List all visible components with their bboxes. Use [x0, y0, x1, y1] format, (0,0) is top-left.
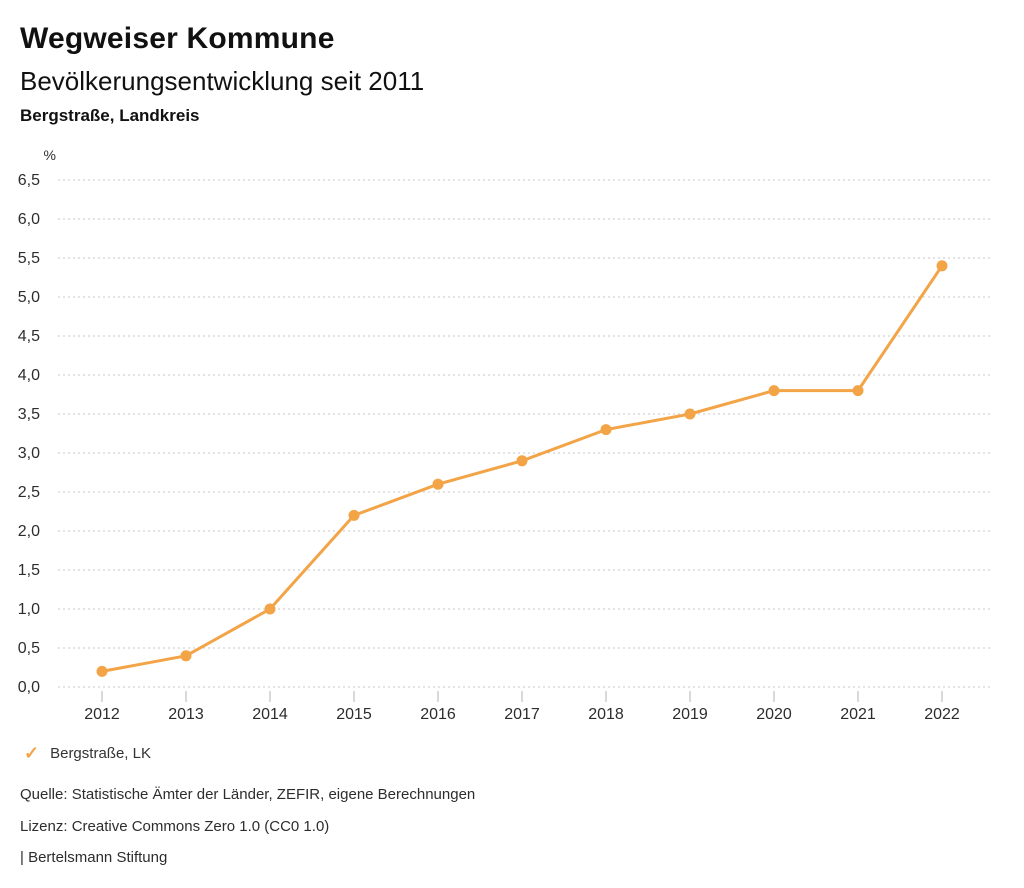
x-tick-label: 2021 — [840, 706, 876, 723]
y-tick-label: 0,0 — [18, 679, 40, 696]
data-point-marker — [684, 408, 696, 420]
chart-footer: Quelle: Statistische Ämter der Länder, Z… — [20, 785, 920, 880]
legend-item-bergstrasse[interactable]: ✓ Bergstraße, LK — [24, 744, 151, 762]
y-axis-unit-label: % — [44, 147, 56, 163]
y-tick-label: 2,0 — [18, 523, 40, 540]
license-text: Lizenz: Creative Commons Zero 1.0 (CC0 1… — [20, 817, 330, 835]
series-line — [100, 264, 944, 673]
data-point-marker — [852, 385, 864, 397]
y-tick-label: 6,5 — [18, 172, 40, 189]
x-tick-label: 2013 — [168, 706, 204, 723]
legend-item-label: Bergstraße, LK — [50, 744, 151, 762]
y-tick-label: 2,5 — [18, 484, 40, 501]
data-point-marker — [180, 650, 192, 662]
x-tick-label: 2022 — [924, 706, 960, 723]
y-tick-label: 3,5 — [18, 406, 40, 423]
data-point-marker — [264, 603, 276, 615]
chart-canvas: % 0,0 0,5 1,0 1,5 2,0 2,5 3,0 3,5 4,0 4,5 5,0 5,5 6,0… — [18, 147, 992, 723]
y-tick-label: 5,0 — [18, 289, 40, 306]
x-tick-label: 2019 — [672, 706, 708, 723]
chart-title: Bevölkerungsentwicklung seit 2011 — [20, 66, 425, 96]
y-tick-label: 6,0 — [18, 211, 40, 228]
x-tick-label: 2012 — [84, 706, 120, 723]
x-tick-label: 2015 — [336, 706, 372, 723]
population-line-chart: % 0,0 0,5 1,0 1,5 2,0 2,5 3,0 3,5 4,0 4,5 5,0 5,5 6,0… — [0, 140, 1024, 740]
x-tick-label: 2018 — [588, 706, 624, 723]
x-tick-label: 2014 — [252, 706, 288, 723]
data-point-marker — [768, 385, 780, 397]
y-tick-label: 4,0 — [18, 367, 40, 384]
x-tick-label: 2020 — [756, 706, 792, 723]
x-tick-label: 2016 — [420, 706, 456, 723]
x-tick-label: 2017 — [504, 706, 540, 723]
page-title: Wegweiser Kommune — [20, 22, 335, 55]
data-point-marker — [348, 509, 360, 521]
chart-region-subtitle: Bergstraße, Landkreis — [20, 106, 200, 125]
y-tick-label: 0,5 — [18, 640, 40, 657]
data-point-marker — [600, 424, 612, 436]
y-tick-label: 3,0 — [18, 445, 40, 462]
y-tick-label: 1,5 — [18, 562, 40, 579]
chart-legend: ✓ Bergstraße, LK — [24, 744, 151, 762]
y-tick-label: 5,5 — [18, 250, 40, 267]
check-icon: ✓ — [24, 743, 40, 763]
data-point-marker — [96, 665, 108, 677]
data-point-marker — [936, 260, 948, 272]
attribution-text: | Bertelsmann Stiftung — [20, 849, 168, 866]
y-tick-label: 4,5 — [18, 328, 40, 345]
data-point-marker — [516, 455, 528, 467]
data-point-marker — [432, 478, 444, 490]
y-tick-label: 1,0 — [18, 601, 40, 618]
source-text: Quelle: Statistische Ämter der Länder, Z… — [20, 786, 476, 803]
